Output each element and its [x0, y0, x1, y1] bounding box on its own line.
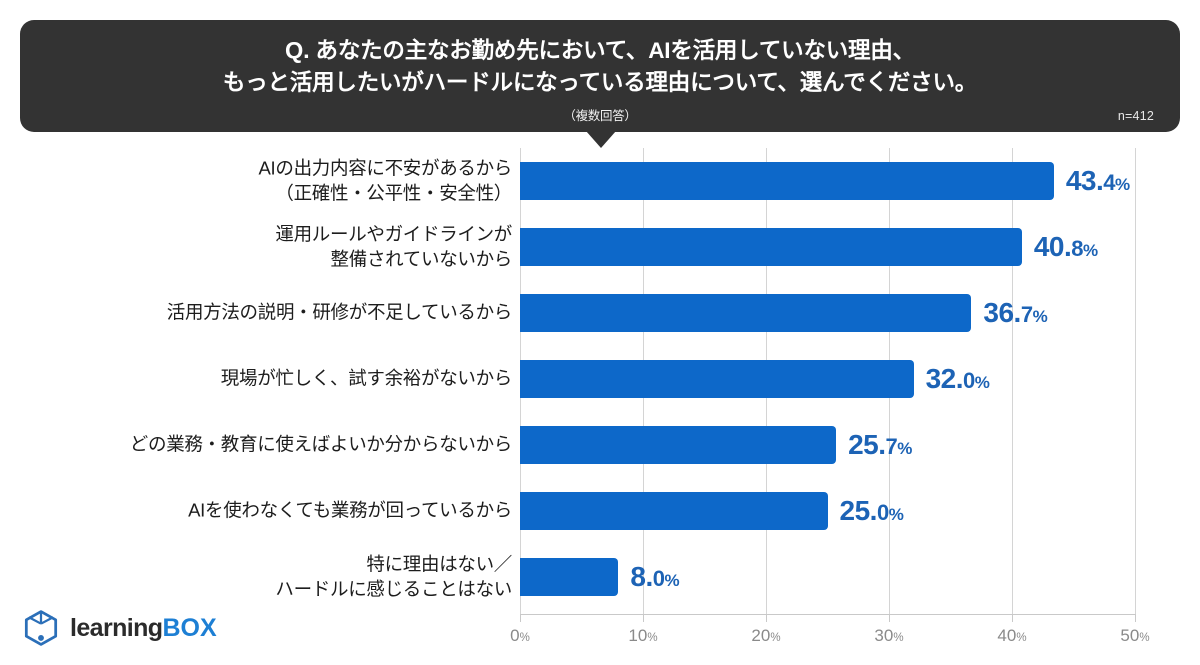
bar-value-label: 40.8%: [1033, 231, 1098, 262]
x-axis-line: [520, 614, 1136, 615]
logo-word-box: BOX: [162, 613, 217, 642]
bar-value-label: 32.0%: [925, 363, 990, 394]
category-label: 活用方法の説明・研修が不足しているから: [166, 301, 513, 323]
category-label: AIの出力内容に不安があるから （正確性・公平性・安全性）: [258, 157, 513, 203]
bar: [520, 492, 828, 530]
bar-row: 特に理由はない／ ハードルに感じることはない 8.0%: [0, 544, 1200, 610]
x-axis-tick: [889, 614, 890, 622]
bar-row: AIの出力内容に不安があるから （正確性・公平性・安全性） 43.4%: [0, 148, 1200, 214]
x-axis-tick: [1135, 614, 1136, 622]
bar-value-label: 25.7%: [848, 429, 912, 460]
question-prefix: Q.: [285, 37, 310, 63]
bar-value-label: 8.0%: [630, 561, 680, 592]
learningbox-logo: learningBOX: [22, 609, 217, 647]
bar: [520, 228, 1022, 266]
bar-value-label: 25.0%: [839, 495, 904, 526]
question-text-1: あなたの主なお勤め先において、AIを活用していない理由、: [315, 38, 916, 63]
sample-size-label: n=412: [1117, 109, 1154, 123]
x-axis-tick: [643, 614, 644, 622]
x-axis-tick: [520, 614, 521, 622]
bar-row: 活用方法の説明・研修が不足しているから 36.7%: [0, 280, 1200, 346]
category-label: 現場が忙しく、試す余裕がないから: [220, 367, 513, 389]
x-axis-tick: [1012, 614, 1013, 622]
bar: [520, 294, 972, 332]
question-banner: Q. あなたの主なお勤め先において、AIを活用していない理由、 もっと活用したい…: [20, 20, 1180, 132]
bar: [520, 426, 837, 464]
bar-value-label: 36.7%: [983, 297, 1048, 328]
x-axis-tick: [766, 614, 767, 622]
gridline: [1012, 148, 1013, 614]
bar-row: 運用ルールやガイドラインが 整備されていないから 40.8%: [0, 214, 1200, 280]
cube-icon: [22, 609, 60, 647]
logo-wordmark: learningBOX: [70, 613, 217, 642]
gridline: [1135, 148, 1136, 614]
question-subnote: （複数回答）: [563, 109, 637, 124]
bar: [520, 162, 1054, 200]
bar-value-label: 43.4%: [1065, 165, 1130, 196]
x-axis-tick-label: 10%: [628, 626, 658, 645]
category-label: 特に理由はない／ ハードルに感じることはない: [275, 553, 512, 599]
category-label: AIを使わなくても業務が回っているから: [188, 499, 512, 521]
bar-chart: 0% 10% 20% 30% 40% 50% AIの出力内容に不安があるから （正確性・公…: [0, 140, 1200, 645]
logo-word-learning: learning: [70, 613, 163, 642]
banner-tail-triangle-icon: [586, 131, 616, 148]
bar-row: どの業務・教育に使えばよいか分からないから 25.7%: [0, 412, 1200, 478]
question-line-2: もっと活用したいがハードルになっている理由について、選んでください。: [222, 70, 978, 96]
category-label: どの業務・教育に使えばよいか分からないから: [129, 433, 513, 455]
x-axis-tick-label: 30%: [874, 626, 904, 645]
bar: [520, 360, 914, 398]
question-line-1: Q. あなたの主なお勤め先において、AIを活用していない理由、: [20, 34, 1180, 67]
bar: [520, 558, 619, 596]
x-axis-tick-label: 0%: [510, 626, 530, 645]
bar-row: AIを使わなくても業務が回っているから 25.0%: [0, 478, 1200, 544]
x-axis-tick-label: 20%: [751, 626, 781, 645]
category-label: 運用ルールやガイドラインが 整備されていないから: [275, 223, 512, 269]
bar-row: 現場が忙しく、試す余裕がないから 32.0%: [0, 346, 1200, 412]
x-axis-tick-label: 50%: [1120, 626, 1150, 645]
x-axis-tick-label: 40%: [997, 626, 1027, 645]
